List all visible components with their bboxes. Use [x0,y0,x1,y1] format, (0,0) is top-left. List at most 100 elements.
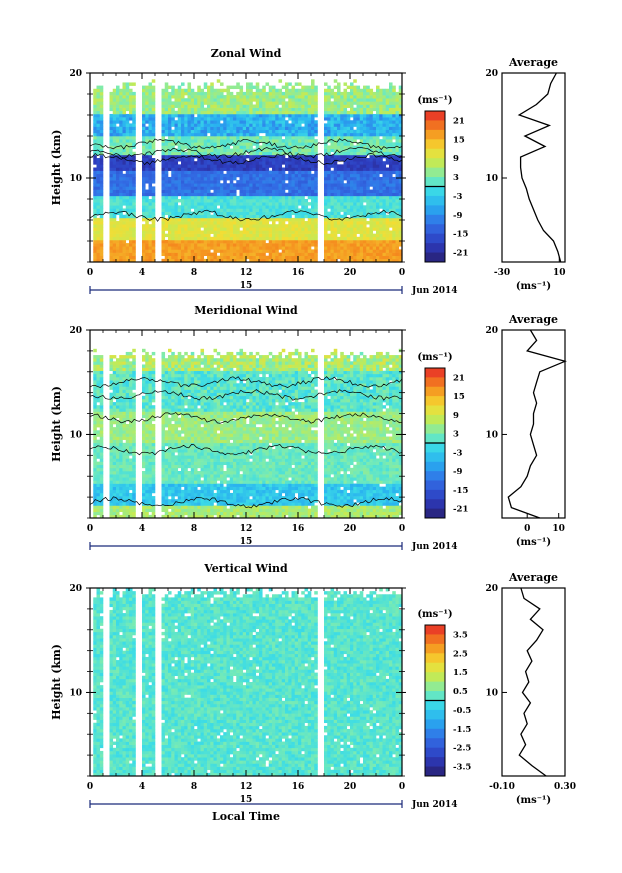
heatmap-cell [255,233,260,238]
heatmap-cell [288,217,292,222]
heatmap-cell [382,173,387,178]
heatmap-cell [174,151,179,156]
heatmap-cells [93,348,403,519]
heatmap-cell [96,167,101,171]
heatmap-cell [337,148,341,153]
heatmap-cell [210,123,214,127]
heatmap-cell [129,136,133,140]
heatmap-cell [307,126,312,130]
heatmap-cell [226,252,231,256]
heatmap-cell [210,239,214,244]
heatmap-cell [307,255,312,260]
heatmap-cell [268,91,273,96]
heatmap-cell [129,142,133,146]
heatmap-cell [171,208,175,212]
heatmap-cell [294,91,299,96]
heatmap-cell [340,199,344,203]
heatmap-cell [353,224,357,228]
heatmap-cell [340,236,344,241]
heatmap-cell [363,195,367,200]
heatmap-cell [145,132,149,137]
heatmap-cell [281,214,286,219]
heatmap-cell [372,214,377,219]
heatmap-cell [216,211,221,216]
heatmap-cell [366,110,370,115]
heatmap-cell [366,91,370,96]
heatmap-cell [197,145,201,149]
heatmap-cell [119,199,123,203]
heatmap-cell [197,91,201,96]
heatmap-cell [278,126,283,130]
heatmap-cell [372,132,377,137]
heatmap-cell [372,120,377,124]
heatmap-cell [350,233,354,238]
heatmap-cell [216,110,221,115]
heatmap-cell [181,132,185,137]
heatmap-cell [382,224,387,228]
heatmap-cell [398,214,403,219]
heatmap-cell [333,148,338,153]
heatmap-cell [151,98,156,102]
heatmap-cell [333,199,338,203]
heatmap-cell [171,85,175,90]
heatmap-cell [213,151,218,156]
heatmap-cell [353,129,357,134]
heatmap-cell [389,233,393,238]
heatmap-cell [207,227,211,231]
heatmap-cell [294,236,299,241]
heatmap-cell [372,139,377,143]
heatmap-cell [233,239,237,244]
heatmap-cell [356,167,361,171]
heatmap-cell [207,151,211,156]
heatmap-cell [255,139,260,143]
heatmap-cell [112,236,117,241]
heatmap-cell [210,246,214,250]
heatmap-cell [314,233,318,238]
heatmap-cell [246,217,250,222]
heatmap-cell [207,95,211,99]
heatmap-cell [307,195,312,200]
heatmap-cell [294,258,299,263]
heatmap-cell [145,98,149,102]
heatmap-cell [132,258,136,263]
heatmap-cell [203,126,208,130]
heatmap-cell [112,183,117,187]
heatmap-cell [112,123,117,127]
heatmap-cell [333,158,338,162]
heatmap-cell [353,180,357,184]
heatmap-cell [239,95,244,99]
heatmap-cell [301,107,305,112]
heatmap-cell [337,195,341,200]
heatmap-cell [311,224,315,228]
heatmap-cell [99,101,104,105]
heatmap-cell [161,117,166,121]
heatmap-cell [148,183,153,187]
heatmap-cell [275,98,279,102]
heatmap-cell [177,95,182,99]
heatmap-cell [376,205,380,209]
heatmap-cell [343,139,348,143]
heatmap-cell [337,230,341,234]
heatmap-cell [291,98,296,102]
heatmap-cell [151,101,156,105]
heatmap-cell [119,227,123,231]
heatmap-cell [359,136,364,140]
heatmap-cell [311,123,315,127]
heatmap-cell [177,110,182,115]
heatmap-cell [216,176,221,181]
heatmap-cell [226,233,231,238]
heatmap-cell [291,95,296,99]
heatmap-cell [272,145,276,149]
heatmap-cell [298,246,302,250]
heatmap-cell [119,148,123,153]
heatmap-cell [275,126,279,130]
heatmap-cell [246,249,250,253]
heatmap-cell [132,205,136,209]
heatmap-cell [116,186,120,190]
heatmap-cell [223,154,227,159]
heatmap-cell [93,176,97,181]
heatmap-cell [236,208,240,212]
heatmap-cell [366,208,370,212]
heatmap-cell [194,230,198,234]
heatmap-cell [275,252,279,256]
